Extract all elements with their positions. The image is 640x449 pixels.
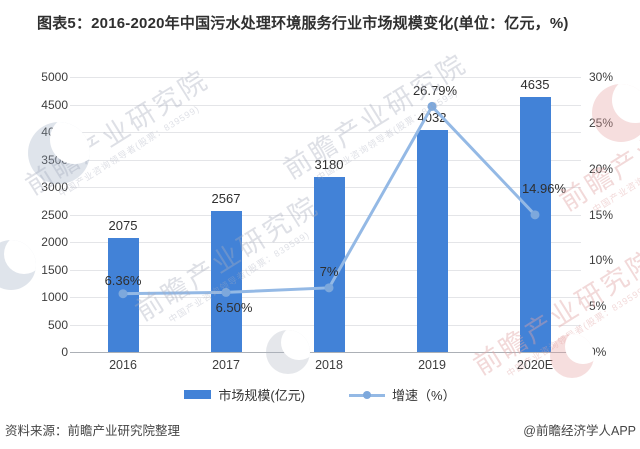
gridline: [70, 104, 581, 106]
x-axis-label: 2018: [315, 358, 343, 372]
right-axis-tick: 0%: [589, 345, 607, 359]
legend: 市场规模(亿元) 增速（%）: [0, 385, 640, 404]
x-axis-label: 2019: [418, 358, 446, 372]
right-axis-tick: 15%: [589, 207, 614, 222]
bar-value-label: 4032: [417, 110, 447, 126]
bar-value-label: 2075: [108, 217, 138, 233]
right-axis-tick: 30%: [589, 70, 614, 84]
right-axis-tick: 5%: [589, 299, 607, 314]
legend-label-market-size: 市场规模(亿元): [218, 388, 306, 403]
growth-value-label: 14.96%: [521, 180, 567, 196]
chart-title: 图表5：2016-2020年中国污水处理环境服务行业市场规模变化(单位：亿元，%…: [37, 15, 569, 32]
right-axis-tick: 25%: [589, 115, 614, 130]
bar-value-label: 4635: [520, 77, 550, 93]
x-axis-label: 2017: [212, 358, 240, 372]
right-axis-tick: 10%: [589, 253, 614, 268]
left-axis-tick: 0: [61, 345, 68, 359]
gridline: [70, 132, 581, 133]
left-axis-tick: 3500: [41, 152, 68, 167]
left-axis-tick: 4000: [41, 125, 68, 139]
bar-series-swatch-icon: [184, 390, 212, 399]
left-axis-tick: 5000: [41, 70, 68, 84]
x-axis-line: [70, 352, 581, 353]
left-axis-tick: 1500: [41, 262, 68, 277]
left-axis-tick: 2000: [41, 235, 68, 249]
x-axis-label: 2016: [109, 358, 137, 372]
growth-value-label: 6.50%: [215, 300, 253, 316]
growth-value-label: 6.36%: [104, 272, 142, 288]
left-axis-tick: 1000: [41, 290, 68, 304]
credit-note: @前瞻经济学人APP: [523, 424, 636, 438]
left-axis-tick: 3000: [41, 180, 68, 194]
bar-value-label: 3180: [314, 157, 344, 173]
source-note: 资料来源：前瞻产业研究院整理: [5, 424, 181, 438]
growth-value-label: 7%: [319, 263, 339, 279]
legend-label-growth: 增速（%）: [392, 388, 456, 403]
legend-item-market-size: 市场规模(亿元): [184, 385, 305, 404]
market-size-bar: [416, 130, 448, 352]
market-size-bar: [210, 210, 242, 352]
bar-value-label: 2567: [211, 190, 241, 206]
growth-value-label: 26.79%: [412, 83, 458, 99]
gridline: [70, 77, 581, 78]
left-axis-tick: 500: [47, 317, 68, 332]
market-size-bar: [519, 97, 551, 352]
market-size-bar: [107, 237, 139, 352]
right-axis-tick: 20%: [589, 161, 614, 176]
line-series-swatch-icon: [349, 390, 386, 400]
x-axis-label: 2020E: [516, 358, 554, 372]
legend-item-growth: 增速（%）: [349, 385, 456, 404]
left-axis-tick: 2500: [41, 207, 68, 222]
left-axis-tick: 4500: [41, 97, 68, 112]
